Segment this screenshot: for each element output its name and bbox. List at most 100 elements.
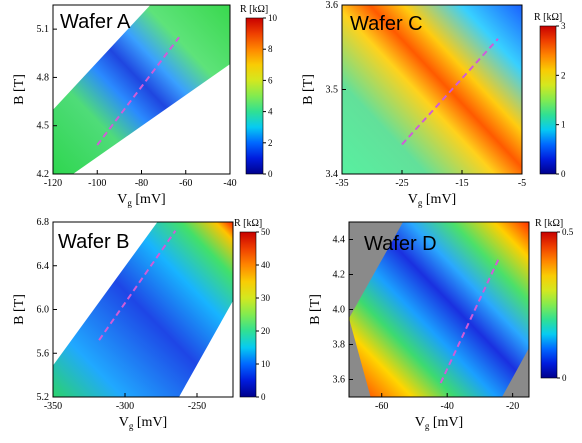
colorbar-tick-label: 6 <box>268 75 273 85</box>
x-axis-label: Vg [mV] <box>119 415 167 431</box>
wafer-title: Wafer C <box>350 13 423 35</box>
x-axis-label-unit: [mV] <box>132 192 166 207</box>
colorbar-tick-label: 3 <box>561 21 566 31</box>
heatmap-band <box>53 222 233 397</box>
y-axis-label: B [T] <box>12 294 27 325</box>
colorbar-tick-label: 0.5 <box>562 227 574 237</box>
colorbar-tick-label: 4 <box>268 107 273 117</box>
y-tick-label: 6.0 <box>37 305 50 316</box>
y-tick-label: 6.4 <box>37 261 50 272</box>
x-tick-label: -5 <box>518 178 526 189</box>
colorbar-gradient <box>539 25 557 175</box>
colorbar-label: R [kΩ] <box>534 12 562 23</box>
dashed-guide-line <box>96 36 180 146</box>
colorbar: R [kΩ] 0 0.5 <box>535 218 574 383</box>
colorbar-tick-label: 50 <box>261 227 271 237</box>
plot-area <box>342 5 522 174</box>
x-axis-label: Vg [mV] <box>415 415 463 431</box>
dashed-guide-line <box>439 256 501 384</box>
x-axis-label-sub: g <box>129 421 134 431</box>
colorbar-tick-label: 2 <box>561 70 566 80</box>
x-tick-label: -80 <box>135 178 148 189</box>
x-tick-label: -60 <box>375 401 388 412</box>
panel-wafer-c: -35 -25 -15 -5 3.4 3.5 3.6 Vg [mV] B [T] Wafer C R… <box>301 0 566 208</box>
y-tick-label: 4.4 <box>333 235 346 246</box>
y-axis-label: B [T] <box>12 74 27 105</box>
x-tick-label: -350 <box>44 401 62 412</box>
x-tick-label: -35 <box>335 178 348 189</box>
plot-area <box>53 5 230 174</box>
y-axis-label: B [T] <box>301 74 316 105</box>
x-tick-label: -300 <box>116 401 134 412</box>
y-tick-label: 4.0 <box>333 305 346 316</box>
y-tick-label: 6.8 <box>37 217 50 228</box>
y-tick-label: 3.6 <box>333 375 346 386</box>
colorbar-tick-label: 10 <box>268 13 278 23</box>
wafer-title: Wafer D <box>364 233 437 255</box>
colorbar-tick-label: 0 <box>261 392 266 402</box>
x-tick-label: -120 <box>44 178 62 189</box>
x-tick-label: -40 <box>223 178 236 189</box>
x-tick-label: -60 <box>179 178 192 189</box>
x-tick-label: -250 <box>188 401 206 412</box>
colorbar-gradient <box>245 17 264 175</box>
colorbar: R [kΩ] 0 10 20 30 40 50 <box>234 218 271 402</box>
panel-wafer-a: -120 -100 -80 -60 -40 4.2 4.5 4.8 5.1 Vg [mV] B [T… <box>12 4 278 208</box>
x-axis-label-unit: [mV] <box>133 415 167 430</box>
y-tick-label: 3.4 <box>326 169 339 180</box>
panel-wafer-d: -60 -40 -20 3.6 3.8 4.0 4.2 4.4 Vg [mV] B [T] Wafe… <box>308 218 574 431</box>
x-tick-label: -20 <box>506 401 519 412</box>
x-axis-label: Vg [mV] <box>117 192 165 208</box>
colorbar: R [kΩ] 0 2 4 6 8 10 <box>240 4 278 179</box>
x-axis-label-sub: g <box>127 198 132 208</box>
plot-area <box>349 222 529 397</box>
wafer-title: Wafer A <box>60 11 131 33</box>
heatmap-band <box>53 5 230 174</box>
x-tick-label: -40 <box>441 401 454 412</box>
x-tick-label: -25 <box>395 178 408 189</box>
colorbar: R [kΩ] 0 1 2 3 <box>534 12 566 179</box>
x-axis-label-main: V <box>117 192 127 207</box>
colorbar-gradient <box>540 231 558 379</box>
colorbar-tick-label: 20 <box>261 326 271 336</box>
colorbar-label: R [kΩ] <box>234 218 262 229</box>
colorbar-label: R [kΩ] <box>240 4 268 15</box>
dashed-guide-line <box>98 230 177 341</box>
y-tick-label: 3.8 <box>333 340 346 351</box>
x-tick-label: -100 <box>88 178 106 189</box>
panel-wafer-b: -350 -300 -250 5.2 5.6 6.0 6.4 6.8 Vg [mV] B [T] W… <box>12 217 271 431</box>
y-tick-label: 5.1 <box>37 24 50 35</box>
colorbar-tick-label: 8 <box>268 44 273 54</box>
x-axis-label-sub: g <box>418 198 423 208</box>
colorbar-tick-label: 1 <box>561 120 566 130</box>
x-axis-label-main: V <box>119 415 129 430</box>
colorbar-tick-label: 0 <box>268 169 273 179</box>
y-tick-label: 3.6 <box>326 0 339 11</box>
dashed-guide-line <box>401 38 499 146</box>
colorbar-tick-label: 40 <box>261 260 271 270</box>
y-tick-label: 4.5 <box>37 121 50 132</box>
y-tick-label: 4.8 <box>37 72 50 83</box>
y-axis-label: B [T] <box>308 294 323 325</box>
y-tick-label: 4.2 <box>37 169 50 180</box>
colorbar-label: R [kΩ] <box>535 218 563 229</box>
heatmap-band <box>349 222 529 397</box>
y-tick-label: 5.2 <box>37 392 50 403</box>
colorbar-tick-label: 10 <box>261 359 271 369</box>
colorbar-tick-label: 0 <box>561 169 566 179</box>
colorbar-tick-label: 2 <box>268 138 273 148</box>
x-tick-label: -15 <box>455 178 468 189</box>
colorbar-gradient <box>239 231 257 398</box>
y-tick-label: 4.2 <box>333 270 346 281</box>
colorbar-tick-label: 0 <box>562 373 567 383</box>
plot-area <box>53 222 233 397</box>
x-axis-label-sub: g <box>425 421 430 431</box>
y-tick-label: 5.6 <box>37 348 50 359</box>
x-axis-label-unit: [mV] <box>422 192 456 207</box>
heatmap-band <box>342 5 522 174</box>
x-axis-label-main: V <box>408 192 418 207</box>
wafer-title: Wafer B <box>58 231 130 253</box>
colorbar-tick-label: 30 <box>261 293 271 303</box>
y-tick-label: 3.5 <box>326 85 339 96</box>
